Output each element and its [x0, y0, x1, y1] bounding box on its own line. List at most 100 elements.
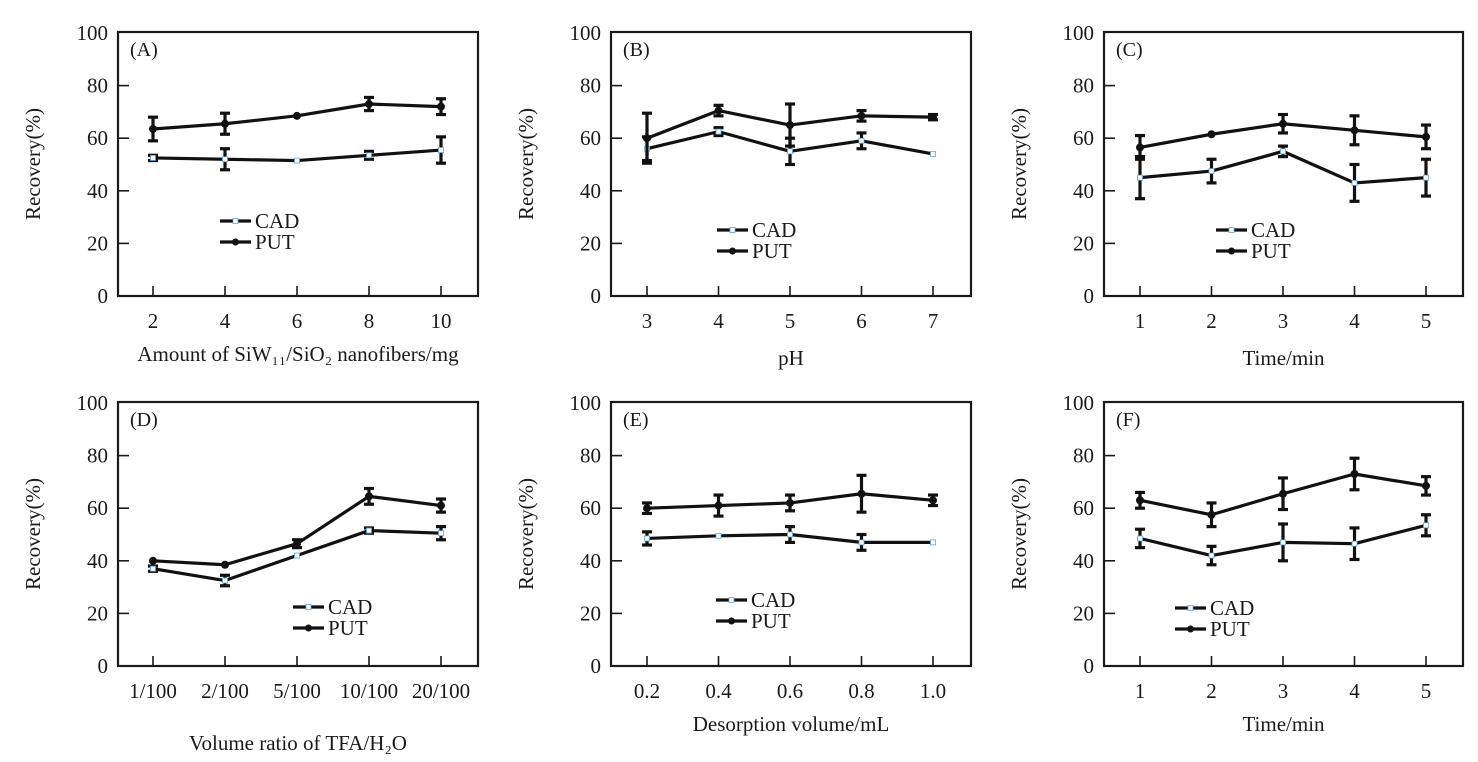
data-point	[786, 498, 794, 507]
series-cad	[148, 525, 446, 588]
data-point	[1136, 496, 1144, 505]
y-tick-label: 60	[580, 126, 601, 150]
legend-entry-cad: CAD	[293, 595, 372, 619]
x-tick-label: 3	[1278, 679, 1289, 703]
legend-marker	[1228, 227, 1235, 233]
legend-entry-put: PUT	[717, 239, 792, 263]
data-point	[149, 556, 157, 565]
y-tick-label: 80	[1073, 444, 1094, 468]
data-point	[1280, 539, 1286, 546]
legend-marker	[232, 218, 239, 224]
legend-label: CAD	[751, 588, 795, 612]
legend-marker	[1228, 247, 1235, 255]
panel-letter: (D)	[130, 409, 158, 431]
legend-entry-put: PUT	[1216, 239, 1291, 263]
data-point	[293, 111, 301, 120]
data-point	[930, 151, 936, 157]
series-cad	[1135, 144, 1431, 203]
x-axis-label: Time/min	[1242, 712, 1325, 736]
legend-marker	[1187, 625, 1194, 633]
y-tick-label: 40	[1073, 549, 1094, 573]
x-axis-label: Time/min	[1242, 346, 1325, 370]
legend-entry-put: PUT	[220, 230, 295, 254]
y-tick-label: 80	[87, 74, 108, 98]
y-tick-label: 60	[87, 496, 108, 520]
panel-f: 0 20 40 60 80 100 1 2 3 4 5 Time/min Recovery(%) (F) C…	[1007, 391, 1465, 736]
data-point	[294, 157, 300, 164]
legend-label: PUT	[255, 230, 295, 254]
data-point	[857, 489, 866, 498]
y-tick-label: 40	[580, 179, 601, 203]
legend-marker	[729, 247, 736, 255]
y-tick-label: 100	[1063, 21, 1095, 45]
data-point	[149, 124, 157, 133]
legend-marker	[728, 597, 735, 603]
data-point	[221, 119, 229, 128]
legend-label: PUT	[1210, 617, 1250, 641]
y-tick-label: 0	[1084, 284, 1095, 308]
data-point	[1350, 126, 1359, 135]
legend-label: CAD	[1251, 218, 1295, 242]
y-tick-label: 20	[580, 231, 601, 255]
legend-label: CAD	[255, 209, 299, 233]
data-point	[1207, 510, 1216, 519]
x-tick-label: 2	[148, 309, 159, 333]
x-tick-label: 1	[1135, 679, 1146, 703]
data-point	[857, 111, 866, 120]
legend-marker	[729, 227, 736, 233]
panel-letter: (C)	[1116, 39, 1143, 61]
x-tick-label: 1	[1135, 309, 1146, 333]
y-tick-label: 20	[1073, 231, 1094, 255]
data-point	[1136, 143, 1144, 152]
y-tick-label: 20	[87, 231, 108, 255]
data-point	[1350, 470, 1359, 479]
legend-label: PUT	[328, 616, 368, 640]
panel-letter: (A)	[130, 39, 158, 61]
data-point	[366, 152, 372, 159]
x-tick-label: 10	[431, 309, 452, 333]
legend-entry-cad: CAD	[1175, 596, 1254, 620]
data-point	[293, 539, 301, 548]
x-tick-label: 0.2	[634, 679, 660, 703]
data-point	[787, 148, 793, 155]
data-point	[787, 531, 793, 538]
x-tick-label: 4	[1349, 679, 1360, 703]
data-point	[643, 504, 651, 513]
data-point	[786, 121, 794, 130]
x-tick-label: 6	[292, 309, 303, 333]
panel-a: 0 20 40 60 80 100 2 4 6 8 10 Amount of SiW₁₁/SiO₂ n…	[21, 21, 480, 366]
x-tick-label: 0.6	[777, 679, 803, 703]
plot-frame	[609, 400, 973, 668]
x-tick-label: 3	[1278, 309, 1289, 333]
legend-label: CAD	[1210, 596, 1254, 620]
data-point	[1207, 130, 1216, 139]
x-axis-label: Volume ratio of TFA/H₂O	[189, 731, 407, 755]
y-tick-label: 20	[580, 601, 601, 625]
x-tick-label: 2/100	[201, 679, 249, 703]
y-tick-label: 0	[591, 654, 602, 678]
x-tick-label: 5	[785, 309, 796, 333]
legend-marker	[305, 624, 312, 632]
y-tick-label: 20	[1073, 601, 1094, 625]
y-tick-label: 40	[87, 179, 108, 203]
data-point	[1423, 174, 1429, 181]
data-point	[1279, 489, 1287, 498]
x-tick-label: 0.4	[705, 679, 732, 703]
x-tick-label: 5	[1421, 309, 1432, 333]
legend-entry-cad: CAD	[220, 209, 299, 233]
series-put	[642, 473, 938, 518]
data-point	[1422, 481, 1430, 490]
data-point	[366, 527, 372, 534]
y-tick-label: 100	[77, 391, 109, 415]
x-tick-label: 5/100	[273, 679, 321, 703]
y-tick-label: 100	[570, 391, 602, 415]
data-point	[1208, 552, 1215, 559]
legend-entry-cad: CAD	[1216, 218, 1295, 242]
